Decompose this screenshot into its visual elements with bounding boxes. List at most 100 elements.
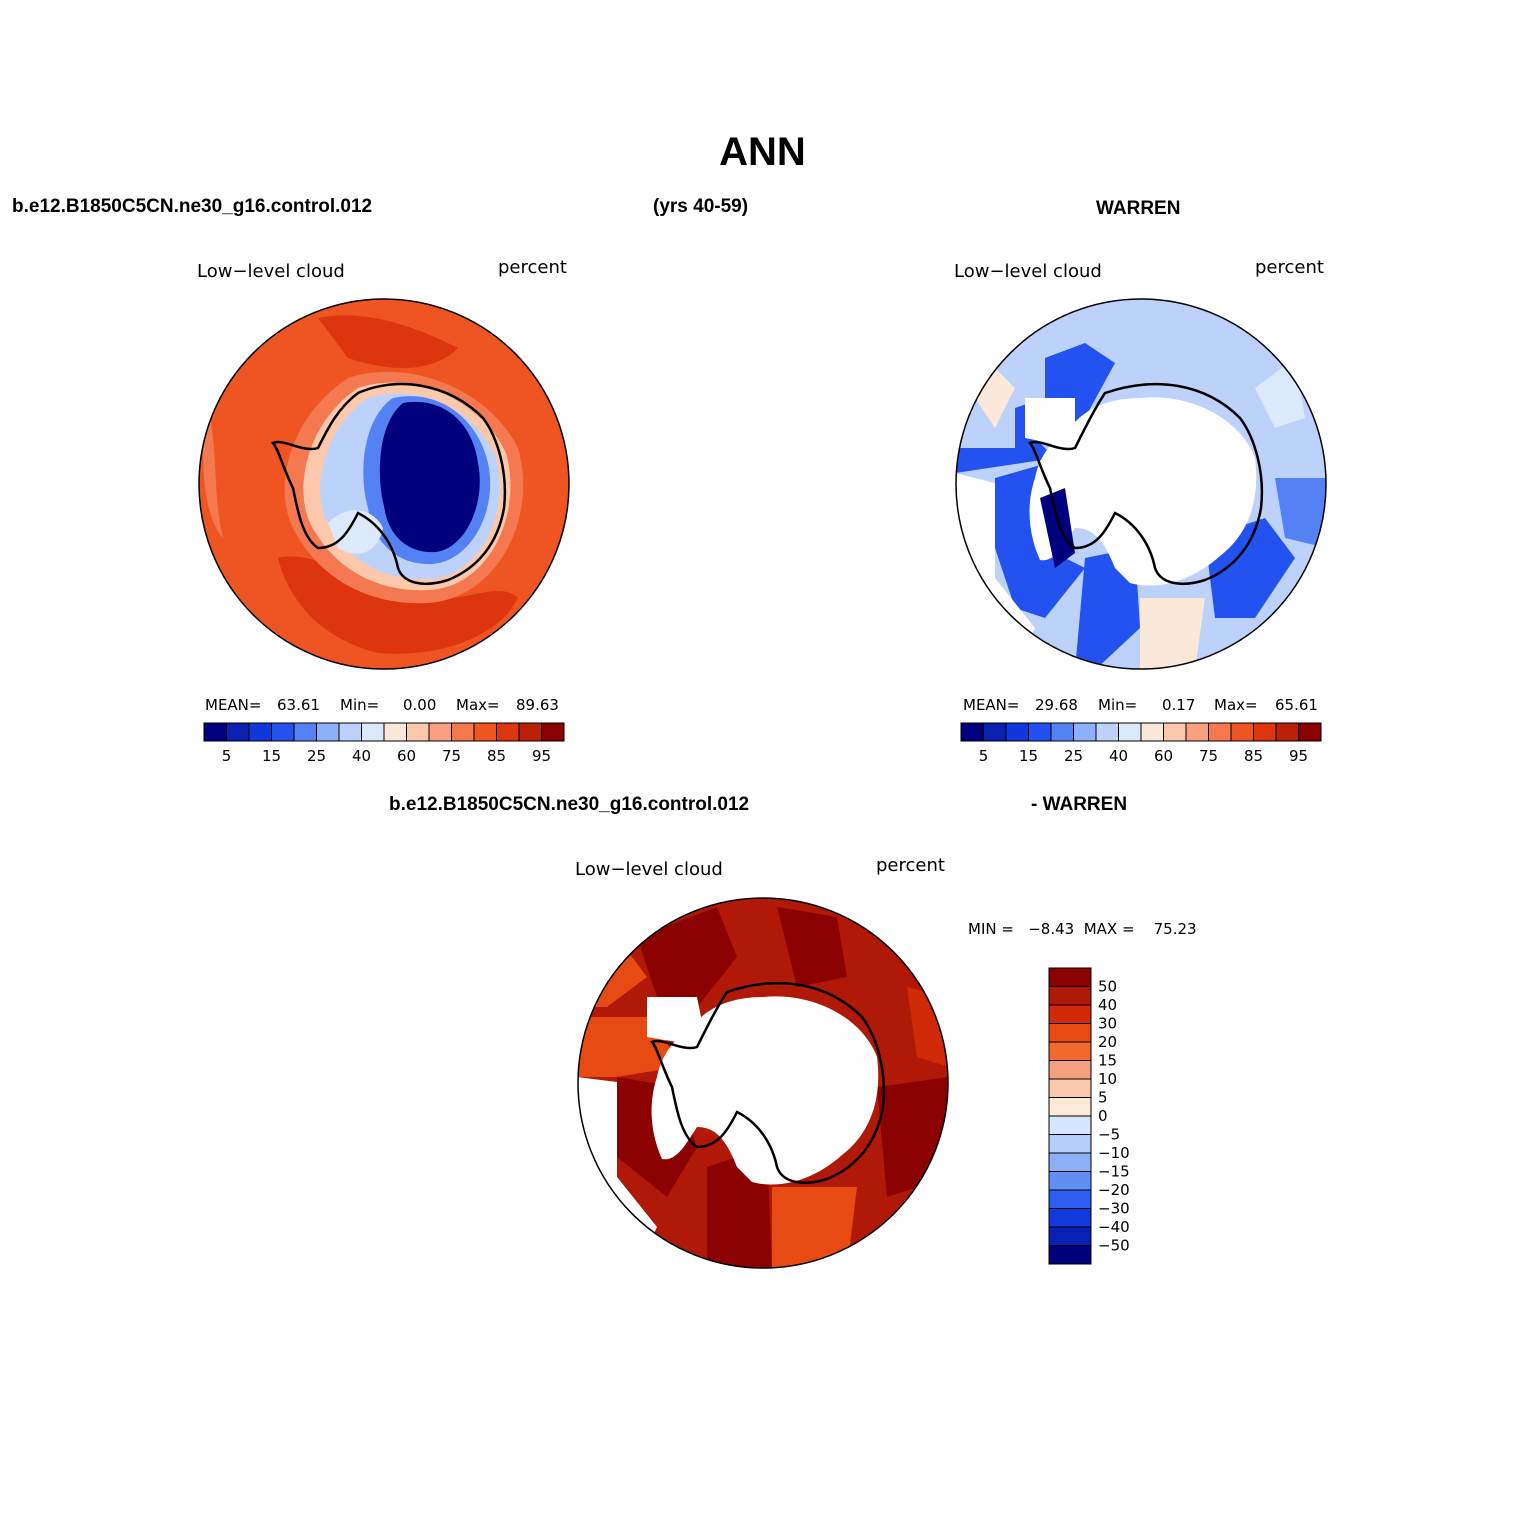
colorbar-difference-tick-label: 20 — [1098, 1033, 1117, 1051]
colorbar-difference-swatch — [1048, 1060, 1092, 1080]
colorbar-model-swatch — [338, 722, 362, 742]
panel2-max-label: Max= — [1214, 696, 1258, 714]
colorbar-obs-tick-label: 60 — [1154, 747, 1173, 765]
colorbar-difference-tick-label: 15 — [1098, 1052, 1117, 1070]
colorbar-difference-swatch — [1048, 1078, 1092, 1098]
colorbar-model-tick-label: 95 — [532, 747, 551, 765]
colorbar-model-tick-label: 85 — [487, 747, 506, 765]
panel3-units: percent — [876, 855, 945, 876]
panel1-max: 89.63 — [516, 696, 559, 714]
panel2-units: percent — [1255, 257, 1324, 278]
map-obs-low-cloud — [955, 298, 1327, 670]
colorbar-model-swatch — [316, 722, 340, 742]
colorbar-obs-swatch — [960, 722, 984, 742]
colorbar-model-swatch — [293, 722, 317, 742]
colorbar-model-swatch — [451, 722, 475, 742]
map-difference-low-cloud — [577, 897, 949, 1269]
colorbar-model-tick-label: 5 — [222, 747, 232, 765]
colorbar-model-swatch — [226, 722, 250, 742]
colorbar-model-tick-label: 15 — [262, 747, 281, 765]
colorbar-difference-swatch — [1048, 1115, 1092, 1135]
colorbar-model-swatch — [383, 722, 407, 742]
colorbar-obs-swatch — [1275, 722, 1299, 742]
colorbar-obs-swatch — [1140, 722, 1164, 742]
colorbar-difference-tick-label: −50 — [1098, 1237, 1130, 1255]
panel1-units: percent — [498, 257, 567, 278]
colorbar-obs: 5 15 25 40 60 75 85 95 — [960, 722, 1322, 765]
model-case-name: b.e12.B1850C5CN.ne30_g16.control.012 — [12, 196, 373, 217]
colorbar-model-swatch — [541, 722, 565, 742]
colorbar-obs-swatch — [1118, 722, 1142, 742]
colorbar-obs-swatch — [983, 722, 1007, 742]
colorbar-difference-swatch — [1048, 1208, 1092, 1228]
colorbar-obs-swatch — [1298, 722, 1322, 742]
colorbar-model-tick-label: 25 — [307, 747, 326, 765]
colorbar-obs-swatch — [1253, 722, 1277, 742]
colorbar-difference-tick-label: 5 — [1098, 1089, 1108, 1107]
colorbar-difference-swatch — [1048, 1226, 1092, 1246]
colorbar-difference-tick-label: 10 — [1098, 1070, 1117, 1088]
panel2-min: 0.17 — [1162, 696, 1196, 714]
colorbar-difference-swatch — [1048, 1041, 1092, 1061]
diff-case-name: b.e12.B1850C5CN.ne30_g16.control.012 — [389, 794, 750, 815]
panel2-max: 65.61 — [1275, 696, 1318, 714]
colorbar-obs-tick-label: 25 — [1064, 747, 1083, 765]
colorbar-difference-tick-label: −15 — [1098, 1163, 1130, 1181]
colorbar-obs-tick-label: 40 — [1109, 747, 1128, 765]
colorbar-difference-swatch — [1048, 1134, 1092, 1154]
colorbar-difference-swatch — [1048, 1023, 1092, 1043]
colorbar-obs-tick-label: 5 — [979, 747, 989, 765]
panel3-variable: Low−level cloud — [575, 859, 723, 880]
panel2-variable: Low−level cloud — [954, 261, 1102, 282]
colorbar-obs-swatch — [1185, 722, 1209, 742]
colorbar-obs-swatch — [1005, 722, 1029, 742]
colorbar-obs-tick-label: 95 — [1289, 747, 1308, 765]
colorbar-obs-swatch — [1208, 722, 1232, 742]
colorbar-difference-tick-label: −30 — [1098, 1200, 1130, 1218]
colorbar-difference-tick-label: −10 — [1098, 1144, 1130, 1162]
map-model-low-cloud — [198, 298, 570, 670]
colorbar-model-swatch — [361, 722, 385, 742]
colorbar-model-swatch — [473, 722, 497, 742]
colorbar-model-swatch — [496, 722, 520, 742]
colorbar-difference-swatch — [1048, 1004, 1092, 1024]
panel2-mean: 29.68 — [1035, 696, 1078, 714]
colorbar-model-tick-label: 75 — [442, 747, 461, 765]
colorbar-model-tick-label: 40 — [352, 747, 371, 765]
colorbar-model-swatch — [271, 722, 295, 742]
panel1-mean: 63.61 — [277, 696, 320, 714]
colorbar-difference-tick-label: 40 — [1098, 996, 1117, 1014]
colorbar-obs-swatch — [1073, 722, 1097, 742]
colorbar-difference-swatch — [1048, 986, 1092, 1006]
panel1-mean-label: MEAN= — [205, 696, 262, 714]
panel1-variable: Low−level cloud — [197, 261, 345, 282]
panel2-min-label: Min= — [1098, 696, 1138, 714]
panel1-min: 0.00 — [403, 696, 437, 714]
panel2-mean-label: MEAN= — [963, 696, 1020, 714]
colorbar-obs-tick-label: 85 — [1244, 747, 1263, 765]
colorbar-model-swatch — [518, 722, 542, 742]
years-label: (yrs 40-59) — [653, 196, 749, 217]
colorbar-difference-swatch — [1048, 1245, 1092, 1265]
colorbar-model-swatch — [428, 722, 452, 742]
colorbar-difference-swatch — [1048, 967, 1092, 987]
colorbar-difference-tick-label: 30 — [1098, 1015, 1117, 1033]
diff-obs-name: - WARREN — [1031, 794, 1128, 815]
colorbar-model-swatch — [248, 722, 272, 742]
colorbar-difference-swatch — [1048, 1189, 1092, 1209]
colorbar-obs-swatch — [1230, 722, 1254, 742]
colorbar-difference-tick-label: 50 — [1098, 978, 1117, 996]
colorbar-model-swatch — [203, 722, 227, 742]
colorbar-difference-tick-label: −5 — [1098, 1126, 1120, 1144]
page-title: ANN — [719, 130, 806, 174]
colorbar-obs-swatch — [1028, 722, 1052, 742]
obs-name: WARREN — [1096, 198, 1181, 219]
colorbar-obs-tick-label: 75 — [1199, 747, 1218, 765]
colorbar-difference-tick-label: 0 — [1098, 1107, 1108, 1125]
panel1-max-label: Max= — [456, 696, 500, 714]
panel1-min-label: Min= — [340, 696, 380, 714]
colorbar-obs-swatch — [1050, 722, 1074, 742]
colorbar-model: 5 15 25 40 60 75 85 95 — [203, 722, 565, 765]
colorbar-obs-swatch — [1095, 722, 1119, 742]
